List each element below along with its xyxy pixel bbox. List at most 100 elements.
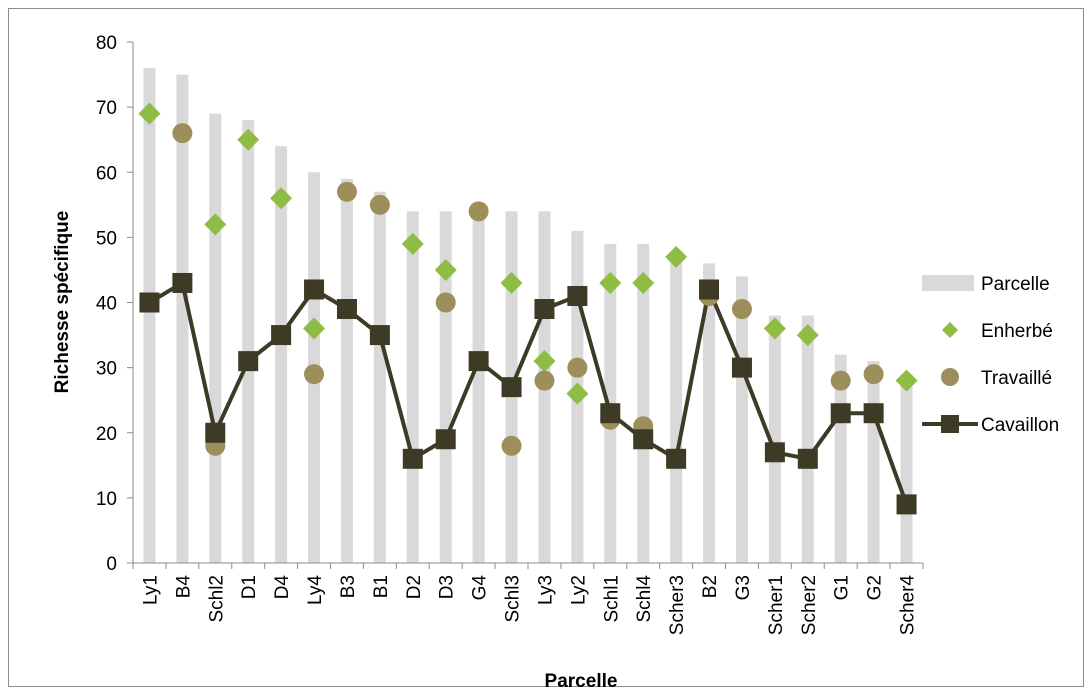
marker-enherbe [434,258,457,281]
marker-cavaillon [863,403,884,424]
bar-parcelle [801,315,814,563]
y-axis-title: Richesse spécifique [52,211,73,394]
marker-enherbe [763,317,786,340]
marker-travaille [172,123,193,144]
bar-parcelle [242,120,255,564]
marker-enherbe [138,102,161,125]
marker-enherbe [566,382,589,405]
y-tick-label: 30 [96,359,117,380]
marker-travaille [304,364,325,385]
x-tick-label: D4 [272,575,293,600]
marker-travaille [336,181,357,202]
marker-cavaillon [369,325,390,346]
legend-swatch-parcelle [922,275,974,291]
marker-cavaillon [764,442,785,463]
x-tick-label: D1 [239,575,260,599]
x-tick-label: Ly1 [140,575,161,605]
bar-parcelle [637,243,650,563]
x-tick-label: G1 [832,575,853,600]
legend-swatch-travaille [941,368,959,386]
marker-cavaillon [402,448,423,469]
bar-parcelle [176,74,189,563]
marker-enherbe [665,245,688,268]
bar-parcelle [406,211,419,563]
legend-label: Enherbé [981,321,1053,342]
bar-parcelle [670,256,683,563]
marker-enherbe [500,271,523,294]
marker-cavaillon [633,429,654,450]
marker-enherbe [270,187,293,210]
bar-parcelle [373,191,386,563]
legend-swatch-cavaillon-marker [941,415,959,433]
bar-parcelle [472,211,485,563]
marker-enherbe [599,271,622,294]
x-tick-label: Schl2 [206,575,227,623]
bar-parcelle [340,178,353,563]
bar-parcelle [867,361,880,563]
x-axis-title: Parcelle [545,671,618,692]
marker-travaille [830,370,851,391]
x-tick-label: Ly2 [568,575,589,605]
marker-enherbe [204,213,227,236]
marker-cavaillon [238,351,259,372]
marker-enherbe [533,350,556,373]
marker-cavaillon [567,285,588,306]
marker-travaille [731,299,752,320]
marker-cavaillon [501,377,522,398]
y-tick-label: 40 [96,294,117,315]
marker-cavaillon [139,292,160,313]
marker-enherbe [895,369,918,392]
x-tick-label: Schl1 [601,575,622,623]
y-tick-label: 80 [96,33,117,54]
legend-label: Cavaillon [981,415,1059,436]
x-tick-label: Scher3 [667,575,688,635]
x-tick-label: B4 [173,575,194,599]
x-tick-label: G4 [470,575,491,601]
marker-cavaillon [666,448,687,469]
x-tick-label: Ly3 [535,575,556,605]
x-tick-label: Ly4 [305,575,326,605]
x-tick-label: Schl4 [634,575,655,623]
y-tick-label: 0 [106,554,117,575]
y-tick-label: 60 [96,163,117,184]
y-tick-label: 20 [96,424,117,445]
x-tick-label: Scher1 [766,575,787,635]
marker-travaille [369,194,390,215]
marker-cavaillon [172,272,193,293]
x-tick-label: Scher2 [799,575,820,635]
marker-cavaillon [896,494,917,515]
x-tick-label: D3 [437,575,458,599]
marker-cavaillon [205,422,226,443]
y-tick-label: 50 [96,228,117,249]
marker-enherbe [632,271,655,294]
marker-cavaillon [600,403,621,424]
marker-cavaillon [534,299,555,320]
x-tick-label: B3 [338,575,359,598]
legend-label: Travaillé [981,368,1052,389]
marker-enherbe [237,128,260,151]
marker-cavaillon [468,351,489,372]
marker-travaille [501,435,522,456]
marker-enherbe [796,324,819,347]
marker-cavaillon [830,403,851,424]
x-tick-label: D2 [404,575,425,599]
bar-parcelle [275,146,288,563]
bar-parcelle [900,374,913,563]
x-tick-label: Scher4 [898,575,919,636]
marker-travaille [534,370,555,391]
marker-cavaillon [271,325,292,346]
marker-travaille [435,292,456,313]
y-tick-label: 10 [96,489,117,510]
x-tick-label: G3 [733,575,754,600]
bar-parcelle [143,68,156,564]
x-tick-label: B1 [371,575,392,598]
marker-cavaillon [699,279,720,300]
marker-travaille [567,357,588,378]
marker-travaille [468,201,489,222]
marker-enherbe [303,317,326,340]
x-tick-label: Schl3 [503,575,524,623]
marker-cavaillon [304,279,325,300]
x-tick-label: B2 [700,575,721,598]
line-cavaillon [148,280,909,506]
